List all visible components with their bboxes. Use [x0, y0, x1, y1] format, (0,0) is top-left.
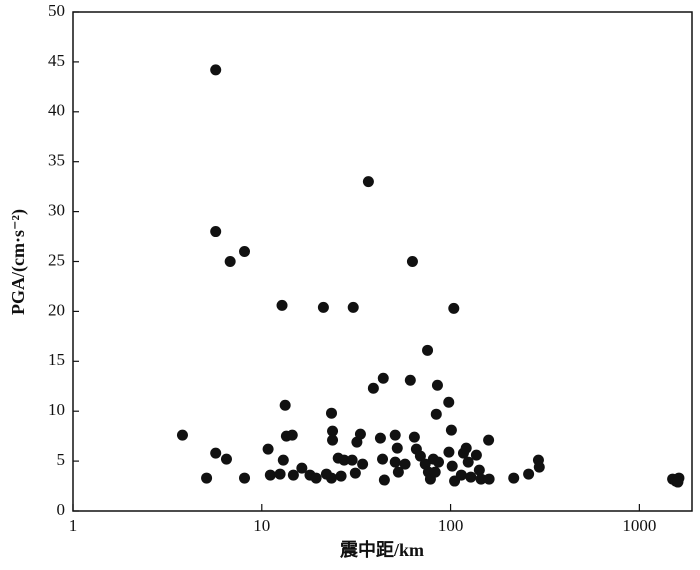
data-point [335, 470, 347, 482]
data-point [483, 473, 495, 485]
data-point [210, 64, 222, 76]
data-point [201, 472, 213, 484]
data-point [408, 431, 420, 443]
data-point [377, 372, 389, 384]
data-point [210, 226, 222, 238]
data-point [176, 429, 188, 441]
data-point [422, 344, 434, 356]
data-point [429, 466, 441, 478]
y-axis-title: PGA/(cm·s⁻²) [8, 209, 29, 315]
data-point [399, 458, 411, 470]
y-tick-label: 50 [48, 1, 65, 20]
data-point [224, 256, 236, 267]
data-point [473, 464, 485, 476]
y-tick-label: 0 [57, 500, 66, 519]
data-point [465, 471, 477, 483]
data-point [406, 256, 418, 267]
data-point [325, 472, 337, 484]
data-point [460, 442, 472, 454]
data-point [317, 301, 329, 313]
x-tick-label: 100 [438, 516, 464, 535]
y-tick-label: 45 [48, 51, 65, 70]
data-point [523, 468, 535, 480]
data-point [349, 467, 361, 479]
data-point [470, 449, 482, 461]
y-tick-label: 10 [48, 400, 65, 419]
data-point [262, 443, 274, 455]
data-point [443, 396, 455, 408]
data-point [347, 301, 359, 313]
data-point [220, 453, 232, 465]
data-point [391, 442, 403, 454]
y-tick-label: 30 [48, 201, 65, 220]
data-point [346, 454, 358, 466]
x-tick-label: 1000 [622, 516, 656, 535]
data-point [448, 302, 460, 314]
data-point [274, 468, 286, 480]
data-point [430, 408, 442, 420]
data-point [433, 456, 445, 468]
data-point [462, 456, 474, 468]
data-point [455, 469, 467, 481]
data-point [374, 432, 386, 444]
data-point [389, 456, 401, 468]
data-point [327, 425, 339, 437]
data-point [475, 473, 487, 485]
data-point [325, 407, 337, 419]
data-point [367, 382, 379, 394]
data-point [354, 428, 366, 440]
data-point [377, 453, 389, 465]
data-point [378, 474, 390, 486]
data-point [357, 458, 369, 470]
data-point [286, 429, 298, 441]
data-point [389, 429, 401, 441]
y-tick-label: 15 [48, 350, 65, 369]
y-tick-label: 35 [48, 151, 65, 170]
data-point [362, 176, 374, 188]
data-point [327, 434, 339, 446]
data-point [210, 447, 222, 459]
data-point [392, 466, 404, 478]
data-point [296, 462, 308, 474]
y-tick-label: 5 [57, 450, 66, 469]
data-point [443, 446, 455, 458]
data-point [533, 461, 545, 473]
x-axis-title: 震中距/km [340, 539, 424, 560]
data-point [445, 424, 457, 436]
data-point [414, 450, 426, 462]
data-point [338, 454, 350, 466]
data-point [446, 460, 458, 472]
data-point [239, 246, 251, 258]
y-tick-label: 20 [48, 300, 65, 319]
data-point [483, 434, 495, 446]
data-point [310, 472, 322, 484]
data-point [508, 472, 520, 484]
y-tick-label: 40 [48, 101, 65, 120]
data-point [431, 379, 443, 391]
data-point [276, 299, 288, 311]
x-tick-label: 10 [253, 516, 270, 535]
data-point [404, 374, 416, 386]
x-tick-label: 1 [69, 516, 78, 535]
data-point [239, 472, 251, 484]
data-point [287, 469, 299, 481]
y-tick-label: 25 [48, 250, 65, 269]
data-point [277, 454, 289, 466]
data-point [279, 399, 291, 411]
data-point [264, 469, 276, 481]
data-point [672, 476, 684, 488]
